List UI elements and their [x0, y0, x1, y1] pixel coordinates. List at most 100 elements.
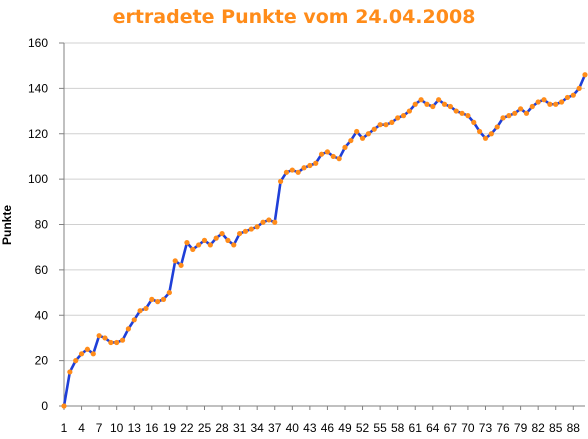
data-point [301, 165, 307, 171]
data-point [201, 237, 208, 243]
data-point [78, 351, 85, 357]
x-tick-label: 40 [286, 421, 300, 435]
x-tick-label: 76 [496, 421, 510, 435]
data-point [406, 108, 412, 114]
data-point [348, 137, 354, 144]
data-point [430, 103, 436, 110]
y-tick-label: 40 [35, 308, 49, 322]
x-tick-label: 43 [303, 421, 317, 435]
x-tick-label: 1 [61, 421, 68, 435]
data-point [125, 326, 131, 332]
x-tick-label: 55 [373, 421, 387, 435]
data-point [558, 99, 565, 105]
data-point [225, 237, 231, 243]
data-point [553, 101, 559, 107]
data-point [529, 103, 535, 110]
data-point [412, 101, 418, 107]
data-point [137, 308, 143, 314]
data-point [336, 156, 342, 162]
x-tick-label: 13 [128, 421, 142, 435]
data-point [582, 72, 588, 78]
data-point [248, 226, 254, 232]
data-point [73, 358, 79, 364]
data-point [365, 131, 372, 137]
data-point [330, 153, 336, 160]
data-point [488, 131, 494, 137]
data-point [155, 299, 161, 305]
data-point [424, 101, 430, 107]
data-point [178, 262, 184, 268]
data-point [295, 169, 301, 175]
x-tick-label: 7 [96, 421, 103, 435]
x-tick-label: 37 [268, 421, 282, 435]
x-tick-label: 10 [110, 421, 124, 435]
data-point [400, 113, 407, 119]
data-point [342, 144, 348, 150]
x-tick-label: 25 [198, 421, 212, 435]
data-point [541, 97, 547, 103]
x-tick-label: 52 [356, 421, 370, 435]
data-point [231, 242, 237, 248]
data-point [576, 85, 582, 91]
data-point [67, 369, 73, 375]
x-tick-label: 49 [338, 421, 352, 435]
data-point [418, 97, 424, 103]
data-point [313, 160, 319, 166]
x-tick-label: 73 [479, 421, 493, 435]
data-point [190, 246, 196, 253]
data-point [119, 337, 126, 343]
data-point [318, 151, 325, 157]
data-point [61, 403, 67, 409]
x-tick-label: 28 [215, 421, 229, 435]
data-point [395, 115, 401, 121]
data-point [84, 346, 91, 352]
data-point [535, 99, 541, 105]
data-point [459, 110, 465, 116]
y-tick-labels: 0 20 40 60 80 100 120 140 160 [28, 36, 64, 413]
data-point [465, 113, 471, 119]
data-point [254, 224, 260, 230]
data-point [108, 339, 114, 346]
x-tick-label: 61 [409, 421, 423, 435]
data-point [506, 113, 512, 119]
x-tick-label: 58 [391, 421, 405, 435]
data-point [207, 242, 213, 248]
chart-title: ertradete Punkte vom 24.04.2008 [112, 6, 476, 28]
y-tick-label: 160 [28, 36, 48, 50]
x-tick-label: 64 [426, 421, 440, 435]
data-point [453, 108, 459, 114]
x-tick-label: 34 [251, 421, 265, 435]
data-point [260, 219, 266, 225]
data-point [359, 135, 366, 141]
y-tick-label: 100 [28, 172, 48, 186]
x-tick-labels: 1 4 7 10 13 16 19 22 25 28 31 34 37 40 43 46 49 52 55 58 61 6… [61, 406, 581, 435]
data-point [237, 230, 243, 237]
data-point [447, 103, 453, 110]
data-point [371, 126, 377, 132]
data-point [494, 124, 500, 130]
data-point [213, 235, 219, 241]
data-point [564, 94, 571, 101]
data-point [289, 167, 295, 173]
x-tick-label: 19 [163, 421, 177, 435]
data-point [471, 119, 477, 126]
data-point [389, 119, 395, 126]
data-point [436, 97, 442, 103]
data-point [90, 351, 96, 357]
x-tick-label: 88 [567, 421, 581, 435]
data-point [518, 106, 524, 112]
data-point [96, 333, 102, 339]
data-point [283, 169, 290, 175]
x-tick-label: 22 [180, 421, 194, 435]
data-point [102, 335, 108, 341]
data-point [160, 296, 167, 302]
data-point [324, 149, 331, 155]
y-tick-label: 20 [35, 354, 49, 368]
data-point [377, 122, 383, 128]
data-point [219, 230, 225, 237]
y-tick-label: 60 [35, 263, 49, 277]
data-point [523, 110, 530, 116]
data-point [131, 317, 137, 323]
data-point [172, 258, 178, 264]
